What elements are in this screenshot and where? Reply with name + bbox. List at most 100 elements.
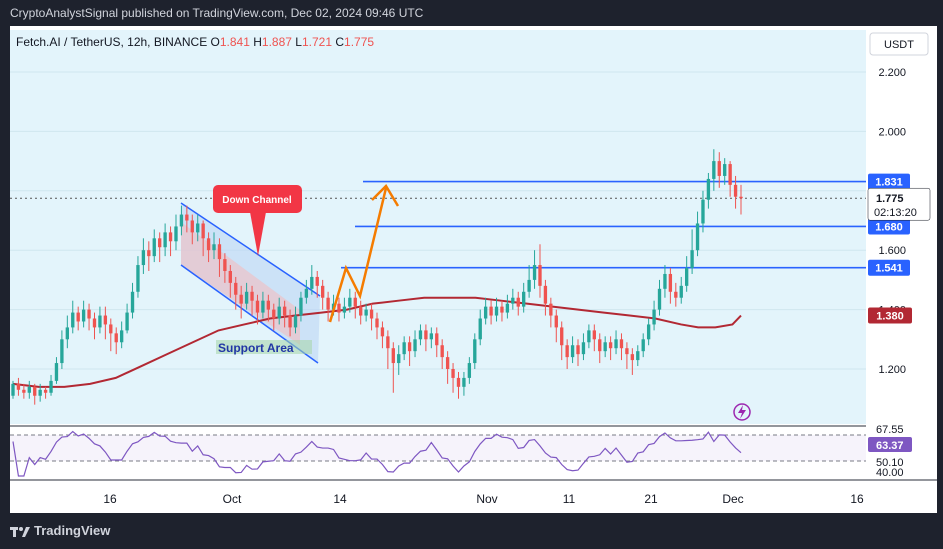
currency-button-label[interactable]: USDT bbox=[884, 39, 914, 51]
candle bbox=[364, 309, 368, 316]
candle bbox=[690, 250, 694, 269]
projection-arrow-head bbox=[371, 183, 400, 207]
candle bbox=[239, 294, 243, 304]
level-tag bbox=[868, 259, 910, 276]
candle bbox=[717, 161, 721, 176]
level-tag-label: 1.680 bbox=[875, 221, 903, 233]
candle bbox=[163, 232, 167, 248]
candle bbox=[130, 291, 135, 313]
candle bbox=[33, 386, 37, 396]
tradingview-logo[interactable]: TradingView bbox=[10, 523, 110, 538]
publish-header-text: CryptoAnalystSignal published on Trading… bbox=[10, 6, 424, 20]
x-tick-label: Nov bbox=[476, 492, 497, 506]
chart-legend: Fetch.AI / TetherUS, 12h, BINANCE O1.841… bbox=[16, 35, 374, 49]
candle bbox=[435, 333, 439, 346]
candle bbox=[277, 306, 281, 319]
candle bbox=[114, 333, 118, 343]
candle bbox=[603, 342, 607, 352]
level-tag-label: 1.541 bbox=[875, 263, 903, 275]
tradingview-logo-icon bbox=[10, 526, 30, 537]
down-channel-callout-pointer bbox=[250, 212, 266, 256]
publish-header: CryptoAnalystSignal published on Trading… bbox=[0, 0, 943, 26]
candle bbox=[402, 342, 406, 355]
candle bbox=[71, 312, 75, 328]
candle bbox=[380, 327, 385, 337]
candle bbox=[234, 282, 238, 295]
ma-tag bbox=[868, 307, 912, 324]
candle bbox=[413, 339, 417, 352]
candle bbox=[581, 342, 586, 355]
candle bbox=[592, 330, 596, 340]
candle bbox=[522, 291, 526, 307]
candle bbox=[424, 330, 428, 340]
candle bbox=[733, 184, 738, 197]
candle bbox=[266, 300, 271, 310]
candle bbox=[511, 297, 515, 304]
y-tick-label: 2.000 bbox=[878, 126, 906, 138]
lightning-icon[interactable] bbox=[733, 403, 751, 421]
candle bbox=[27, 386, 31, 393]
candle bbox=[196, 223, 200, 233]
candle bbox=[619, 339, 624, 349]
legend-value: L bbox=[295, 35, 302, 49]
candle bbox=[516, 297, 520, 307]
candle bbox=[712, 161, 716, 179]
y-tick-label: 1.600 bbox=[878, 245, 906, 257]
candle bbox=[467, 363, 472, 378]
candle bbox=[353, 297, 357, 307]
candle bbox=[543, 285, 548, 304]
candle bbox=[560, 327, 564, 346]
rsi-line bbox=[12, 430, 742, 477]
candle bbox=[614, 339, 618, 349]
rsi-level-lower: 40.00 bbox=[876, 467, 904, 479]
candle bbox=[217, 244, 222, 260]
candle bbox=[456, 377, 461, 387]
candle bbox=[445, 357, 450, 369]
candle bbox=[538, 265, 542, 286]
candle bbox=[369, 309, 374, 319]
candle bbox=[228, 270, 232, 283]
candle bbox=[326, 297, 330, 310]
candle bbox=[473, 339, 477, 364]
candle bbox=[315, 276, 319, 286]
candle bbox=[701, 199, 705, 224]
lightning-icon-bolt bbox=[738, 405, 746, 419]
candle bbox=[201, 223, 205, 239]
legend-value: H bbox=[253, 35, 262, 49]
candle bbox=[483, 306, 488, 319]
candle bbox=[136, 265, 140, 292]
rsi-band bbox=[10, 435, 866, 461]
candle bbox=[608, 342, 613, 349]
candle bbox=[206, 238, 211, 251]
candle bbox=[212, 244, 216, 251]
candle bbox=[679, 285, 683, 298]
down-channel-callout bbox=[213, 185, 302, 213]
candle bbox=[342, 306, 347, 313]
candle bbox=[674, 291, 678, 298]
candle bbox=[646, 324, 651, 340]
candle bbox=[527, 279, 531, 292]
legend-value: 1.721 bbox=[302, 35, 335, 49]
candle bbox=[43, 389, 48, 393]
level-tag-label: 1.831 bbox=[875, 177, 903, 189]
currency-button[interactable] bbox=[869, 32, 929, 56]
candle bbox=[11, 383, 15, 396]
candle bbox=[244, 291, 249, 304]
rsi-current-tag bbox=[868, 437, 912, 452]
candle bbox=[304, 288, 309, 298]
rsi-level-upper: 67.55 bbox=[876, 424, 904, 436]
down-channel-upper-line bbox=[180, 202, 321, 297]
legend-value: O bbox=[211, 35, 220, 49]
time-axis[interactable] bbox=[10, 480, 937, 513]
candle bbox=[282, 306, 287, 316]
candle bbox=[179, 214, 184, 227]
x-tick-label: 16 bbox=[850, 492, 864, 506]
candle bbox=[668, 273, 673, 292]
candle bbox=[494, 306, 499, 316]
rsi-current-label: 63.37 bbox=[876, 440, 904, 452]
candle bbox=[92, 318, 97, 328]
candle bbox=[636, 351, 640, 361]
candle bbox=[152, 238, 156, 257]
candle bbox=[598, 339, 602, 352]
